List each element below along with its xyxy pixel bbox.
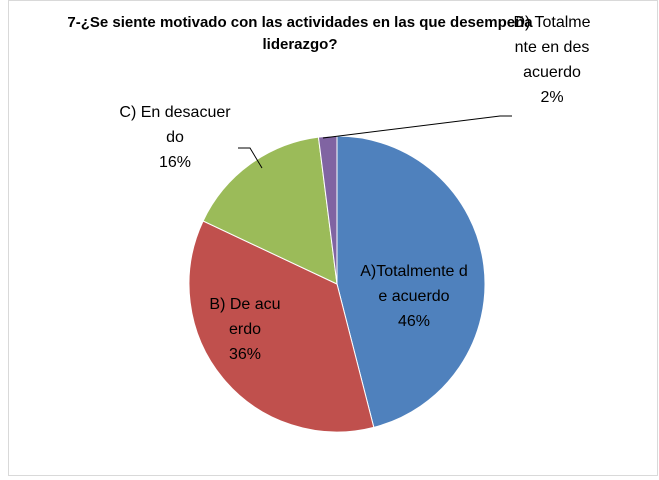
- pie-slice: [202, 136, 338, 285]
- data-label: A)Totalmente de acuerdo 46%: [358, 259, 470, 334]
- leader-line: [238, 147, 263, 169]
- data-label: B) De acuerdo 36%: [205, 292, 285, 367]
- value-label: 2%: [540, 89, 564, 106]
- category-label: B) De acuerdo: [209, 296, 281, 338]
- data-label: D) Totalmente en desacuerdo 2%: [512, 10, 592, 110]
- chart-title: 7-¿Se siente motivado con las actividade…: [67, 14, 533, 53]
- chart-border: [8, 0, 658, 476]
- value-label: 36%: [228, 346, 262, 363]
- category-label: D) Totalmente en desacuerdo: [513, 14, 591, 81]
- category-label: C) En desacuerdo: [119, 104, 231, 146]
- pie-slice: [188, 220, 375, 433]
- category-label: A)Totalmente de acuerdo: [360, 263, 468, 305]
- leader-line: [322, 115, 512, 139]
- pie-slice: [336, 135, 486, 428]
- value-label: 46%: [397, 313, 431, 330]
- value-label: 16%: [158, 154, 192, 171]
- data-label: C) En desacuerdo 16%: [118, 100, 232, 175]
